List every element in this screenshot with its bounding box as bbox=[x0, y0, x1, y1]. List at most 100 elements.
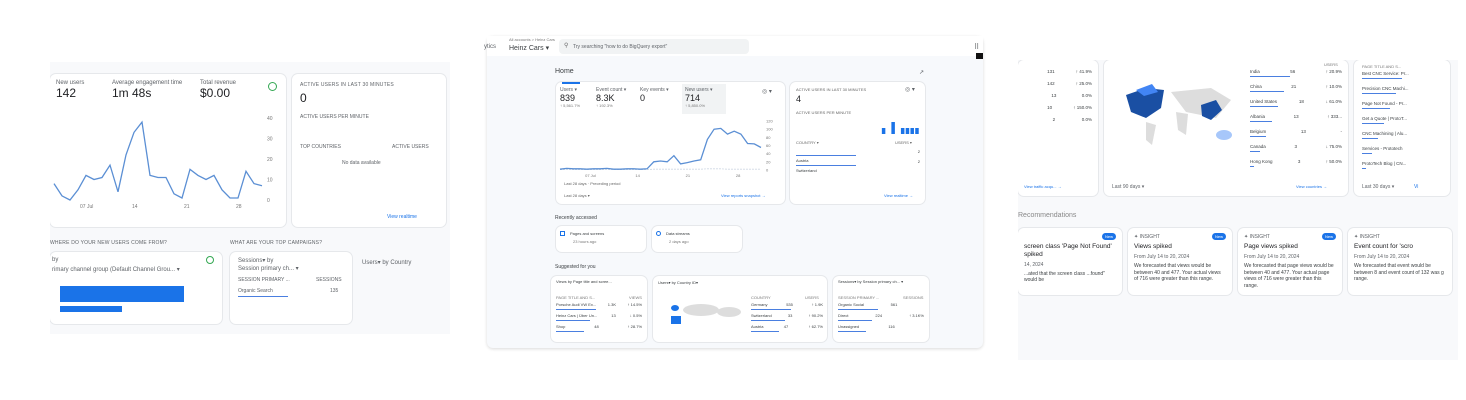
insight-header: ✦ INSIGHT New bbox=[1134, 233, 1226, 240]
table-row[interactable]: Unassigned 116 bbox=[838, 324, 924, 332]
row-bar bbox=[838, 319, 872, 321]
metric-new-users[interactable]: New users ▾ 714 ↑ 5,850.0% bbox=[682, 84, 726, 114]
table-cell: ↑ 50.0% bbox=[1325, 159, 1342, 164]
view-countries-link[interactable]: View countries → bbox=[1296, 184, 1328, 189]
y-tick-label: 60 bbox=[766, 143, 771, 148]
row-bar bbox=[1250, 166, 1254, 168]
row-bar bbox=[1250, 106, 1278, 108]
table-row[interactable]: Get a Quote | ProtoT... bbox=[1362, 116, 1442, 125]
table-row[interactable]: Switzerland 33 ↑ 90.2% bbox=[751, 313, 823, 321]
table-cell: Organic Social bbox=[838, 302, 865, 307]
table-row[interactable]: Germany 535 ↑ 1.9K bbox=[751, 302, 823, 310]
realtime-bar bbox=[915, 128, 919, 134]
table-row[interactable]: Shop 48 ↑ 28.7% bbox=[556, 324, 642, 332]
metric-event-count[interactable]: Event count ▾ 8.3K ↑ 192.3% bbox=[596, 87, 626, 108]
card-title: Users▾ by Country bbox=[362, 260, 412, 266]
table-row[interactable]: Belgium 13 - bbox=[1250, 129, 1342, 138]
overview-card: New users 142 Average engagement time 1m 4… bbox=[50, 74, 286, 227]
metric-engagement[interactable]: Average engagement time 1m 48s bbox=[112, 80, 182, 100]
table-cell: ↑ 25.0% bbox=[1075, 81, 1092, 86]
view-reports-link[interactable]: View reports snapshot → bbox=[721, 193, 766, 198]
insight-card[interactable]: ✦ INSIGHT New Views spiked From July 14 to … bbox=[1128, 228, 1232, 295]
table-cell: ↑ 90.2% bbox=[808, 313, 823, 318]
property-selector[interactable]: Heinz Cars ▾ bbox=[509, 45, 550, 52]
table-row[interactable]: Organic Social 561 bbox=[838, 302, 924, 310]
insight-card[interactable]: ✦ INSIGHT New Page views spiked From July 1… bbox=[1238, 228, 1342, 295]
table-row[interactable]: Direct 224 ↑ 3.1K% bbox=[838, 313, 924, 321]
recent-item[interactable]: Pages and screens 23 hours ago bbox=[556, 226, 646, 252]
table-row[interactable]: Heinz Cars | Über Un... 13 ↓ 0.5% bbox=[556, 313, 642, 321]
table-cell: 13 bbox=[1051, 93, 1057, 98]
view-realtime-link[interactable]: View realtime bbox=[387, 214, 417, 220]
compare-icon[interactable]: ◎ ▾ bbox=[905, 87, 915, 93]
insights-icon[interactable]: ↗ bbox=[919, 70, 925, 76]
table-row[interactable]: Page Not Found - Pr... bbox=[1362, 101, 1442, 110]
realtime-value: 0 bbox=[300, 91, 307, 105]
table-row[interactable]: China 21 ↑ 10.0% bbox=[1250, 84, 1342, 93]
view-realtime-link[interactable]: View realtime → bbox=[884, 193, 914, 198]
table-row[interactable]: Services - Prototech bbox=[1362, 146, 1442, 155]
y-tick-label: 10 bbox=[267, 178, 273, 184]
realtime-bar bbox=[900, 128, 905, 134]
table-row[interactable]: 142 ↑ 25.0% bbox=[1026, 81, 1092, 87]
table-cell: Switzerland bbox=[796, 168, 817, 173]
table-row[interactable]: 10 ↑ 150.0% bbox=[1026, 105, 1092, 111]
check-icon[interactable] bbox=[206, 256, 214, 264]
table-row[interactable]: Canada 3 ↓ 75.0% bbox=[1250, 144, 1342, 153]
recent-item-time: 2 days ago bbox=[669, 239, 689, 244]
date-range-selector[interactable]: Last 90 days ▾ bbox=[1112, 184, 1145, 190]
dimension-selector[interactable]: Session primary ch... ▾ bbox=[238, 266, 299, 272]
table-row[interactable]: Precision CNC Machi... bbox=[1362, 86, 1442, 95]
table-row[interactable]: Best CNC Service: Pr... bbox=[1362, 71, 1442, 80]
page-title: Home bbox=[555, 68, 574, 75]
recent-item-time: 23 hours ago bbox=[573, 239, 597, 244]
row-bar bbox=[1362, 93, 1396, 95]
right-screenshot: 131 ↑ 41.9% 142 ↑ 25.0% 13 0.0% 10 ↑ 150.0% 2 0.0… bbox=[1018, 60, 1458, 360]
view-pages-link[interactable]: Vi bbox=[1414, 184, 1419, 190]
country-selector[interactable]: COUNTRY ▾ bbox=[796, 140, 819, 145]
section-heading: Recently accessed bbox=[555, 215, 597, 221]
compare-icon[interactable]: ◎ ▾ bbox=[762, 89, 772, 95]
apps-grid-icon[interactable]: ⠿ bbox=[974, 44, 980, 51]
metric-key-events[interactable]: Key events ▾ 0 bbox=[640, 87, 669, 103]
view-traffic-link[interactable]: View traffic acqu... → bbox=[1024, 184, 1062, 189]
insight-card[interactable]: New screen class 'Page Not Found' spiked 1… bbox=[1018, 228, 1122, 295]
metric-users[interactable]: Users ▾ 839 ↑ 5,561.7% bbox=[560, 87, 580, 108]
realtime-row: Switzerland 2 bbox=[796, 159, 920, 173]
metric-revenue[interactable]: Total revenue $0.00 bbox=[200, 80, 236, 100]
center-line-chart: 120 100 80 60 40 20 0 07 Jul 14 21 28 bbox=[559, 119, 773, 178]
table-cell: 0.0% bbox=[1081, 117, 1092, 122]
table-row[interactable]: United States 18 ↓ 61.0% bbox=[1250, 99, 1342, 108]
y-tick-label: 100 bbox=[766, 127, 773, 132]
table-row[interactable]: Albania 13 ↑ 333... bbox=[1250, 114, 1342, 123]
row-bar bbox=[838, 308, 878, 310]
table-row[interactable]: India 56 ↑ 20.9% bbox=[1250, 69, 1342, 78]
date-range-selector[interactable]: Last 28 days ▾ bbox=[564, 193, 590, 198]
table-row[interactable]: 131 ↑ 41.9% bbox=[1026, 69, 1092, 75]
table-cell: 13 bbox=[1300, 129, 1306, 134]
table-row[interactable]: ProtoTech Blog | CN... bbox=[1362, 161, 1442, 170]
row-bar bbox=[556, 308, 596, 310]
metric-delta: ↑ 5,850.0% bbox=[685, 103, 706, 108]
column-header: TOP COUNTRIES bbox=[300, 144, 341, 150]
search-input[interactable]: ⚲ Try searching "how to do BigQuery expo… bbox=[559, 39, 749, 54]
table-row[interactable]: 13 0.0% bbox=[1026, 93, 1092, 99]
channel-card: by rimary channel group (Default Channel… bbox=[50, 252, 222, 324]
row-bar bbox=[556, 319, 590, 321]
table-row[interactable]: CNC Machining | Alu... bbox=[1362, 131, 1442, 140]
date-range-selector[interactable]: Last 30 days ▾ bbox=[1362, 184, 1395, 190]
table-cell: 0.0% bbox=[1081, 93, 1092, 98]
users-selector[interactable]: USERS ▾ bbox=[895, 140, 912, 145]
table-row[interactable]: Austria 47 ↑ 62.7% bbox=[751, 324, 823, 332]
insight-card[interactable]: ✦ INSIGHT Event count for 'scro From July … bbox=[1348, 228, 1452, 295]
channel-bar bbox=[60, 306, 122, 312]
table-row[interactable]: 2 0.0% bbox=[1026, 117, 1092, 123]
check-icon[interactable] bbox=[268, 82, 277, 91]
recent-item[interactable]: Data streams 2 days ago bbox=[652, 226, 742, 252]
realtime-bar bbox=[910, 128, 914, 134]
table-row[interactable]: Porsche Audi VW Ex... 1.3K ↑ 14.5% bbox=[556, 302, 642, 310]
metric-value: 8.3K bbox=[596, 93, 615, 103]
table-row[interactable]: Hong Kong 3 ↑ 50.0% bbox=[1250, 159, 1342, 168]
metric-new-users[interactable]: New users 142 bbox=[56, 80, 84, 100]
dimension-selector[interactable]: rimary channel group (Default Channel Gr… bbox=[52, 267, 180, 273]
